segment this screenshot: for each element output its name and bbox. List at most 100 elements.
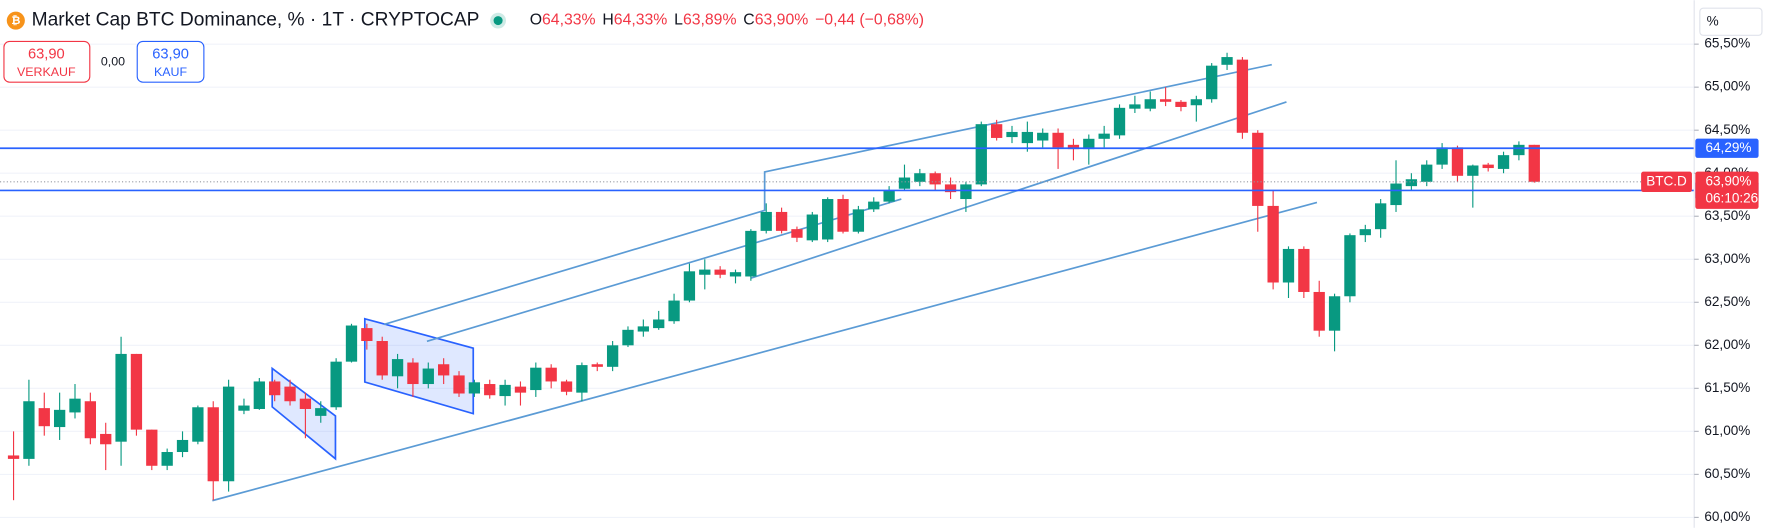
candle-body — [591, 364, 603, 367]
ohlc-key: C — [743, 12, 754, 29]
y-tick-label: 61,50% — [1704, 380, 1750, 395]
candle-body — [1252, 132, 1264, 206]
buy-label[interactable]: KAUF — [154, 65, 188, 79]
candle-body — [1113, 107, 1126, 136]
y-tick-label: 61,00% — [1704, 423, 1750, 438]
candle-body — [1282, 248, 1295, 283]
candle-body — [1451, 147, 1464, 176]
y-tick-label: 62,50% — [1704, 294, 1750, 309]
symbol-label: BTC.D — [1646, 173, 1687, 188]
candle-body — [391, 359, 404, 377]
candle-body — [407, 362, 419, 385]
candle-body — [146, 429, 158, 466]
candle-body — [745, 230, 757, 277]
sell-label[interactable]: VERKAUF — [17, 65, 76, 79]
candle-body — [1375, 203, 1387, 230]
candle-body — [1497, 155, 1510, 169]
symbol-label-box — [1641, 171, 1692, 192]
candle-body — [253, 381, 265, 409]
candle-body — [100, 433, 112, 445]
candle-body — [345, 325, 358, 362]
candle-body — [1129, 104, 1141, 109]
candle-body — [1006, 131, 1018, 138]
candle-body — [222, 386, 235, 482]
countdown: 06:10:26 — [1705, 190, 1758, 205]
header-bg — [0, 0, 938, 39]
candle-body — [238, 405, 250, 411]
candle-body — [176, 439, 189, 453]
candle-body — [453, 375, 465, 394]
candle-body — [545, 367, 557, 382]
candle-body — [1482, 164, 1494, 169]
candle-body — [560, 381, 573, 392]
candle-body — [822, 199, 834, 240]
candles — [7, 52, 1540, 501]
candle-body — [422, 368, 434, 385]
candle-body — [1405, 179, 1418, 187]
candle-body — [53, 409, 66, 428]
candle-body — [438, 364, 450, 376]
candle-body — [1344, 235, 1356, 297]
y-axis: 60,00% 60,50% 61,00% 61,50% 62,00% 62,50% 63,0… — [1641, 36, 1759, 524]
ohlc-key: O — [530, 12, 542, 29]
candle-body — [868, 201, 880, 210]
candle-body — [514, 386, 527, 393]
buy-price[interactable]: 63,90 — [152, 46, 189, 62]
candle-body — [883, 190, 895, 202]
candle-body — [1052, 132, 1064, 148]
candle-body — [1359, 229, 1371, 236]
candle-body — [760, 211, 772, 231]
candle-body — [38, 408, 50, 427]
trend-line — [212, 201, 1318, 502]
candle-body — [606, 345, 619, 367]
sell-price[interactable]: 63,90 — [28, 46, 65, 62]
candle-body — [284, 386, 296, 402]
candle-body — [115, 353, 127, 442]
candle-body — [1313, 291, 1325, 331]
candle-body — [1513, 144, 1525, 156]
candle-body — [729, 272, 742, 277]
chart-title: Market Cap BTC Dominance, % · 1T · CRYPT… — [32, 10, 480, 31]
ohlc-value: 63,90% — [755, 12, 809, 29]
candle-body — [1159, 99, 1172, 102]
candle-body — [7, 455, 20, 459]
candle-body — [929, 173, 941, 185]
price-label: 64,29% — [1705, 140, 1751, 155]
y-tick-label: 62,00% — [1704, 337, 1750, 352]
candle-body — [269, 381, 281, 396]
candle-body — [484, 384, 496, 396]
y-tick-label: 64,50% — [1704, 122, 1750, 137]
sell-button[interactable] — [3, 40, 91, 83]
btc-icon-glyph: ₿ — [11, 15, 20, 27]
candle-body — [975, 124, 987, 185]
candle-body — [1083, 138, 1095, 150]
ohlc-value: 64,33% — [542, 12, 596, 29]
candle-body — [1267, 205, 1279, 283]
y-tick-label: 60,50% — [1704, 466, 1750, 481]
candle-body — [898, 177, 911, 189]
candle-body — [69, 398, 81, 413]
candle-body — [130, 353, 143, 430]
candle-body — [960, 184, 972, 200]
buy-button[interactable] — [136, 40, 205, 83]
price-label-box — [1695, 138, 1759, 158]
candle-body — [699, 269, 711, 275]
candle-body — [576, 365, 588, 393]
candle-body — [714, 269, 726, 275]
candle-body — [653, 319, 665, 329]
candle-body — [637, 326, 649, 332]
candle-body — [791, 229, 803, 238]
candle-body — [1206, 65, 1218, 100]
candle-body — [1221, 57, 1233, 65]
candle-body — [852, 209, 865, 232]
candle-body — [837, 199, 849, 232]
candle-body — [299, 398, 312, 409]
candle-body — [1528, 144, 1540, 182]
candle-body — [668, 300, 680, 322]
candle-body — [806, 214, 818, 241]
candle-body — [468, 382, 481, 394]
candle-body — [1021, 131, 1034, 144]
